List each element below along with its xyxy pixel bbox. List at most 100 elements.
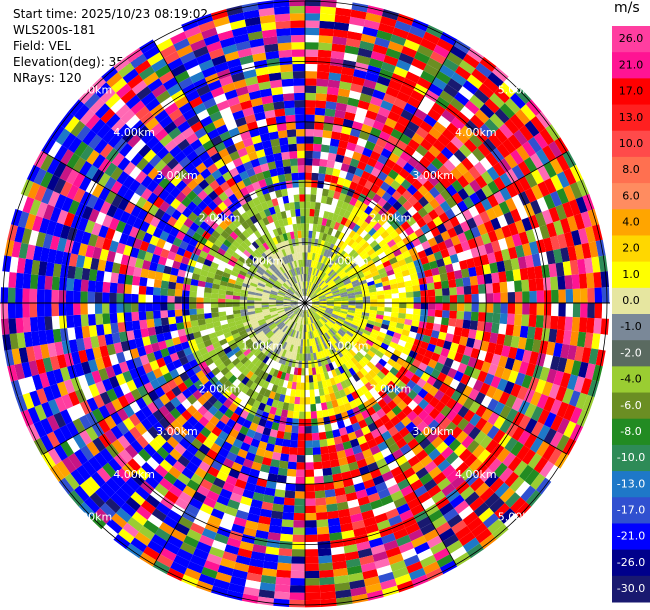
velocity-gate: [305, 585, 321, 593]
velocity-gate: [497, 378, 508, 392]
velocity-gate: [346, 203, 355, 213]
velocity-gate: [305, 331, 307, 340]
velocity-gate: [340, 336, 349, 344]
velocity-gate: [383, 234, 393, 244]
velocity-gate: [389, 321, 398, 328]
velocity-gate: [498, 200, 511, 215]
velocity-gate: [560, 217, 572, 234]
velocity-gate: [301, 331, 304, 340]
velocity-gate: [329, 220, 337, 229]
velocity-gate: [224, 408, 234, 419]
range-ring-label: 1.00km: [242, 254, 284, 267]
velocity-gate: [498, 323, 507, 335]
velocity-gate: [309, 396, 316, 405]
velocity-gate: [325, 292, 333, 297]
velocity-gate: [290, 27, 305, 36]
velocity-gate: [338, 315, 346, 321]
velocity-gate: [286, 366, 292, 374]
velocity-gate: [350, 83, 364, 93]
velocity-gate: [387, 426, 399, 437]
velocity-gate: [407, 400, 419, 411]
velocity-gate: [209, 415, 220, 427]
instrument-label: WLS200s-181: [12, 22, 97, 38]
velocity-gate: [338, 285, 346, 291]
velocity-gate: [189, 296, 197, 303]
velocity-gate: [394, 271, 404, 279]
velocity-gate: [336, 248, 344, 257]
velocity-gate: [305, 592, 321, 601]
velocity-gate: [261, 501, 274, 511]
velocity-gate: [282, 512, 294, 521]
velocity-gate: [277, 339, 284, 347]
velocity-gate: [305, 563, 320, 572]
velocity-gate: [330, 314, 339, 320]
velocity-gate: [297, 316, 301, 324]
velocity-gate: [153, 310, 161, 319]
velocity-gate: [339, 312, 348, 317]
velocity-gate: [358, 348, 367, 357]
velocity-gate: [291, 322, 297, 330]
velocity-gate: [323, 288, 331, 294]
velocity-gate: [343, 178, 352, 188]
velocity-gate: [383, 141, 396, 153]
velocity-gate: [198, 416, 210, 427]
velocity-gate: [324, 323, 331, 330]
velocity-gate: [273, 152, 283, 162]
velocity-gate: [384, 298, 392, 303]
velocity-gate: [433, 251, 443, 261]
velocity-gate: [167, 288, 176, 297]
velocity-gate: [305, 281, 308, 289]
velocity-gate: [478, 83, 495, 99]
velocity-gate: [310, 293, 317, 299]
velocity-gate: [314, 476, 324, 484]
velocity-gate: [217, 385, 228, 395]
velocity-gate: [311, 425, 319, 434]
velocity-gate: [521, 314, 530, 327]
velocity-gate: [410, 503, 425, 517]
velocity-gate: [353, 254, 362, 262]
velocity-gate: [578, 273, 588, 289]
velocity-gate: [584, 332, 594, 349]
velocity-gate: [364, 273, 373, 280]
velocity-gate: [343, 386, 352, 396]
range-ring-label: 5.00km: [71, 83, 113, 96]
velocity-gate: [330, 286, 339, 292]
velocity-gate: [376, 290, 385, 296]
velocity-gate: [346, 314, 355, 319]
velocity-gate: [539, 128, 555, 146]
velocity-gate: [493, 190, 506, 205]
velocity-gate: [278, 49, 293, 58]
velocity-gate: [292, 418, 299, 427]
velocity-gate: [363, 270, 372, 277]
velocity-gate: [341, 363, 349, 373]
velocity-gate: [334, 206, 342, 216]
colorbar-tick-label: 0.0: [622, 294, 640, 307]
velocity-gate: [501, 248, 511, 261]
velocity-gate: [369, 96, 383, 107]
velocity-gate: [340, 326, 348, 333]
velocity-gate: [457, 232, 468, 244]
velocity-gate: [470, 348, 481, 359]
velocity-gate: [550, 174, 564, 191]
velocity-gate: [437, 115, 451, 129]
velocity-gate: [210, 303, 219, 308]
velocity-gate: [387, 195, 398, 207]
velocity-gate: [314, 337, 319, 346]
velocity-gate: [531, 184, 544, 200]
velocity-gate: [324, 289, 332, 295]
velocity-gate: [287, 403, 295, 412]
velocity-gate: [404, 370, 415, 380]
velocity-gate: [225, 306, 233, 312]
velocity-gate: [274, 408, 283, 417]
velocity-gate: [416, 173, 428, 186]
velocity-gate: [332, 254, 340, 262]
velocity-gate: [249, 558, 265, 568]
velocity-gate: [395, 437, 408, 449]
velocity-gate: [246, 428, 256, 439]
velocity-gate: [499, 313, 508, 325]
velocity-gate: [522, 303, 530, 315]
velocity-gate: [365, 323, 374, 329]
velocity-gate: [355, 257, 364, 265]
velocity-gate: [411, 132, 425, 145]
velocity-gate: [323, 387, 330, 396]
